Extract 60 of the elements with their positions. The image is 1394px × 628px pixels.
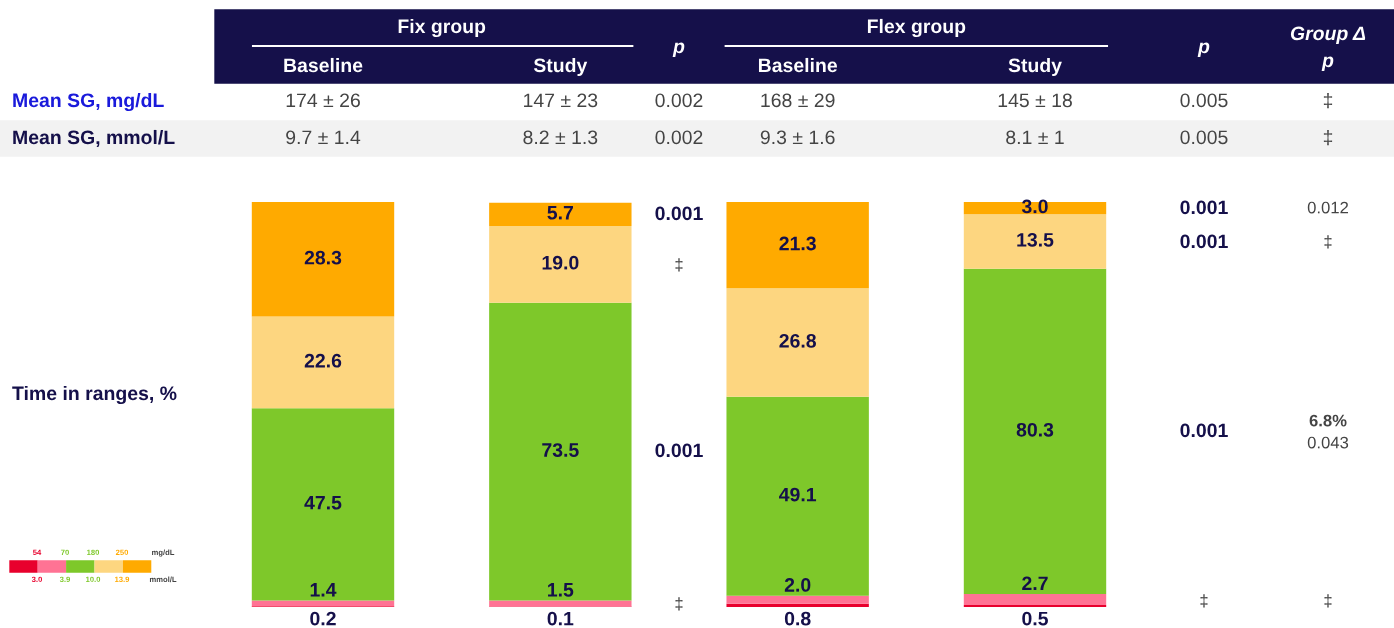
text: Baseline xyxy=(284,57,363,73)
data-label: 2.7 xyxy=(1022,576,1048,591)
data-label: 28.3 xyxy=(304,250,342,265)
text: 0.001 xyxy=(1180,423,1228,438)
data-label: 5.7 xyxy=(547,206,573,220)
text: Study xyxy=(533,57,588,77)
text: 174 ± 26 xyxy=(286,93,360,108)
data-label: 0.1 xyxy=(547,611,574,626)
data-label: 22.6 xyxy=(304,353,342,368)
annotation: 0.001 xyxy=(655,443,703,458)
text: p xyxy=(672,42,685,58)
text: 0.012 xyxy=(1307,201,1349,214)
text: Flex group xyxy=(867,18,966,38)
text: ‡ xyxy=(1324,235,1332,249)
text: 0.043 xyxy=(1307,436,1349,449)
text: 0.001 xyxy=(1180,234,1228,249)
text: 0.005 xyxy=(1180,93,1228,108)
annotation: ‡ xyxy=(675,258,683,272)
text: p xyxy=(1321,56,1334,72)
data-label: 49.1 xyxy=(779,487,817,502)
text: ‡ xyxy=(1323,129,1333,146)
text: 9.3 ± 1.6 xyxy=(760,130,835,145)
data-label: 73.5 xyxy=(542,443,579,457)
data-label: 47.5 xyxy=(304,495,342,510)
text: Time in ranges, % xyxy=(12,385,177,405)
data-label: 0.5 xyxy=(1022,611,1048,626)
data-label: 13.5 xyxy=(1017,232,1054,247)
data-label: 80.3 xyxy=(1016,422,1054,437)
text: 8.1 ± 1 xyxy=(1006,130,1064,145)
text: 0.002 xyxy=(655,93,703,108)
text: 0.005 xyxy=(1180,130,1228,145)
text: Mean SG, mg/dL xyxy=(13,92,164,112)
data-label: 19.0 xyxy=(542,255,579,270)
text: 0.002 xyxy=(655,130,703,145)
text: 145 ± 18 xyxy=(998,93,1072,108)
text: Fix group xyxy=(398,18,486,38)
data-label: 21.3 xyxy=(779,236,816,251)
text: Mean SG, mmol/L xyxy=(13,129,175,148)
data-label: 3.0 xyxy=(1021,199,1048,214)
data-label: 0.8 xyxy=(784,611,811,626)
text: 6.8% xyxy=(1309,414,1347,427)
text: 168 ± 29 xyxy=(761,93,835,108)
text: Study xyxy=(1008,57,1062,77)
annotation: 0.001 xyxy=(655,206,703,221)
text: 8.2 ± 1.3 xyxy=(523,130,598,145)
text: ‡ xyxy=(1200,594,1208,608)
text: p xyxy=(1197,42,1210,58)
data-label: 2.0 xyxy=(784,578,811,592)
text: Group Δ xyxy=(1290,26,1366,45)
annotation: ‡ xyxy=(675,597,683,611)
text: 0.001 xyxy=(1180,200,1228,215)
data-label: 1.4 xyxy=(310,583,337,597)
data-label: 26.8 xyxy=(779,333,816,348)
data-label: 1.5 xyxy=(548,583,574,597)
text: 147 ± 23 xyxy=(524,93,598,108)
text: 9.7 ± 1.4 xyxy=(286,130,361,145)
text: ‡ xyxy=(1324,594,1332,608)
text: Baseline xyxy=(758,57,837,73)
data-label: 0.2 xyxy=(310,611,336,626)
text: ‡ xyxy=(1323,92,1333,109)
